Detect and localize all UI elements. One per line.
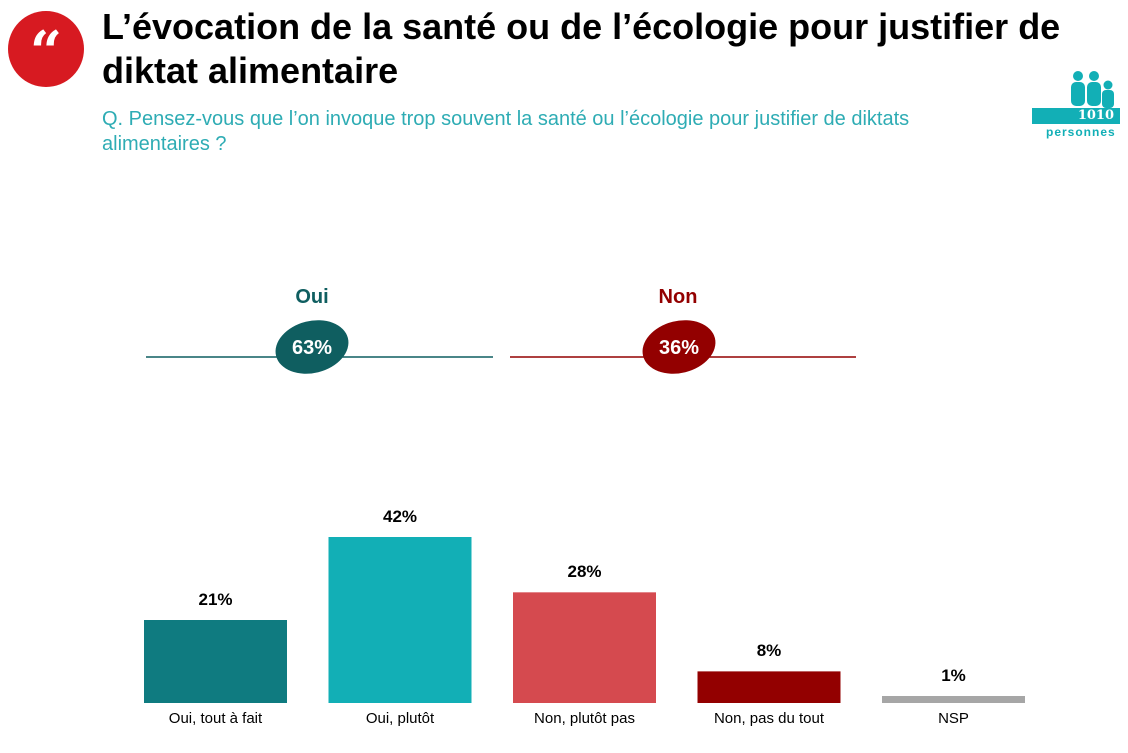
category-label: NSP	[938, 710, 969, 727]
quote-mark-icon: “	[8, 11, 84, 87]
bar-value-label: 21%	[198, 590, 233, 609]
summary-oui-value: 63%	[292, 337, 332, 359]
bar-value-label: 28%	[567, 562, 602, 582]
bar-value-label: 42%	[382, 507, 418, 526]
bar	[144, 620, 287, 703]
summary-non-bubble	[642, 320, 716, 374]
page-title: L’évocation de la santé ou de l’écologie…	[102, 6, 1061, 91]
svg-text:“: “	[30, 19, 62, 85]
sample-count: 1010	[1077, 108, 1114, 123]
bar	[328, 537, 472, 703]
summary-oui-label: Oui	[295, 286, 329, 308]
bar	[882, 696, 1025, 703]
question-text: Q. Pensez-vous que l’on invoque trop sou…	[102, 108, 910, 155]
summary-oui-bubble	[275, 320, 349, 374]
summary-non-value: 36%	[659, 337, 699, 359]
bar-value-label: 1%	[941, 666, 966, 685]
bar-value-label: 8%	[756, 641, 782, 661]
bar	[513, 592, 656, 703]
people-icon	[1032, 71, 1120, 124]
bar	[697, 671, 841, 703]
category-label: Non, plutôt pas	[534, 710, 635, 727]
category-label: Oui, tout à fait	[168, 710, 263, 727]
category-label: Non, pas du tout	[713, 710, 825, 727]
category-label: Oui, plutôt	[365, 710, 435, 727]
summary-non-label: Non	[658, 286, 698, 308]
sample-label: personnes	[1046, 125, 1116, 139]
sample-size-badge: 1010 personnes	[1032, 70, 1120, 140]
